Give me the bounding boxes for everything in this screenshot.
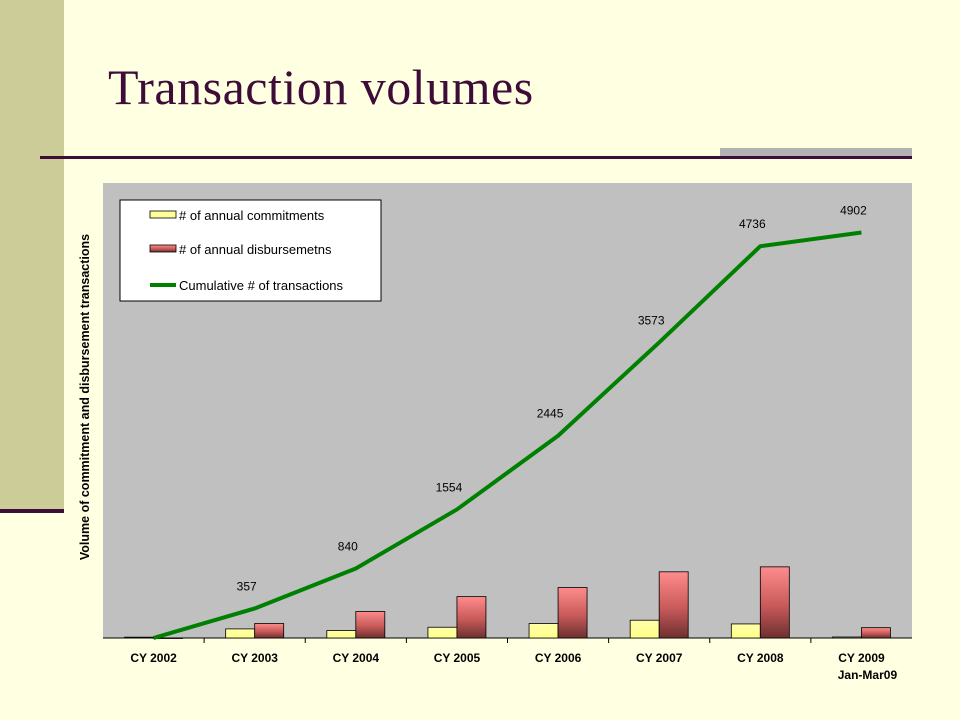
cumulative-transactions-line: [153, 230, 862, 640]
line-data-label-1: 357: [237, 579, 257, 593]
chart-legend: # of annual commitments # of annual disb…: [119, 199, 382, 302]
bar-disbursements-2: [355, 611, 386, 639]
x-tick-label-0: CY 2002: [130, 651, 177, 665]
bar-disbursements-7: [861, 627, 891, 639]
bar-commitments-5: [629, 619, 660, 639]
bar-disbursements-6: [759, 566, 790, 639]
line-data-label-4: 2445: [537, 407, 564, 421]
x-tick-label-7-line1: Jan-Mar09: [838, 668, 898, 682]
bar-commitments-2: [326, 630, 357, 639]
bar-commitments-0: [124, 636, 154, 639]
legend-label-cumulative: Cumulative # of transactions: [179, 278, 344, 293]
x-tick-label-5: CY 2007: [636, 651, 683, 665]
title-rule: [40, 156, 912, 159]
legend-swatch-commitments: [149, 210, 177, 219]
line-data-label-5: 3573: [638, 313, 665, 327]
legend-swatch-disbursements: [149, 244, 177, 253]
y-axis-title: Volume of commitment and disbursement tr…: [78, 234, 92, 560]
x-tick-label-7: CY 2009: [838, 651, 885, 665]
bar-commitments-4: [528, 623, 559, 639]
x-tick-label-4: CY 2006: [535, 651, 582, 665]
line-data-label-3: 1554: [436, 480, 463, 494]
bar-commitments-6: [730, 623, 761, 639]
legend-label-commitments: # of annual commitments: [179, 208, 325, 223]
x-tick-label-6: CY 2008: [737, 651, 784, 665]
left-accent-bar: [0, 0, 64, 512]
bar-commitments-7: [832, 636, 862, 639]
bar-commitments-1: [225, 628, 256, 639]
line-data-label-2: 840: [338, 540, 358, 554]
slide-title: Transaction volumes: [108, 59, 534, 115]
x-tick-label-2: CY 2004: [333, 651, 380, 665]
title-rule-accent: [720, 148, 912, 158]
x-tick-label-3: CY 2005: [434, 651, 481, 665]
bar-disbursements-5: [658, 571, 689, 639]
line-data-label-6: 4736: [739, 217, 766, 231]
line-data-label-7: 4902: [840, 203, 867, 217]
legend-label-disbursements: # of annual disbursemetns: [179, 242, 332, 257]
x-tick-label-1: CY 2003: [231, 651, 278, 665]
left-accent-rule: [0, 509, 64, 513]
bar-disbursements-1: [254, 623, 285, 639]
bar-disbursements-4: [557, 587, 588, 639]
bar-commitments-3: [427, 626, 458, 639]
bar-disbursements-3: [456, 596, 487, 639]
bar-disbursements-0: [153, 637, 183, 639]
